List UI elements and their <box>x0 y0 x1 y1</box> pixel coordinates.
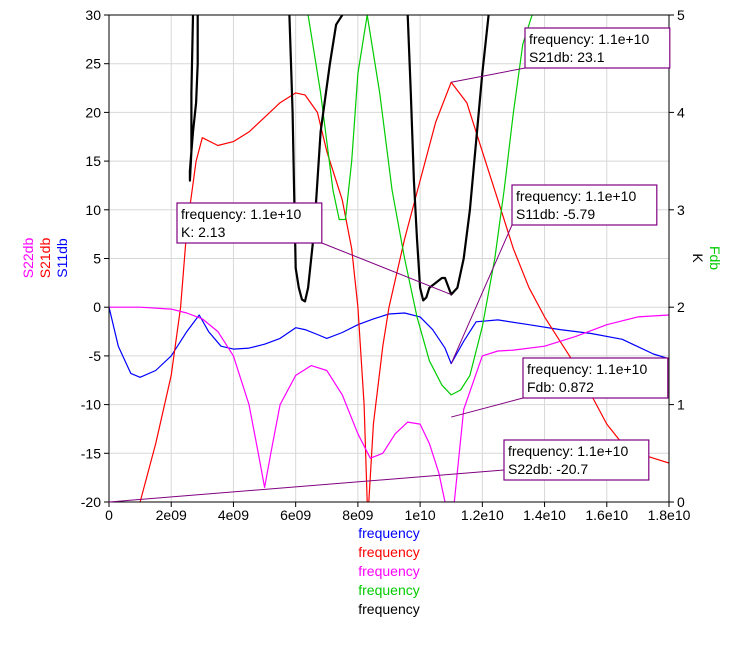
series-line-k <box>406 15 490 302</box>
x-tick-label: 1.8e10 <box>648 507 691 523</box>
marker-text: K: 2.13 <box>181 224 226 240</box>
y-right-axis-label: K <box>690 253 706 263</box>
marker-text: frequency: 1.1e+10 <box>529 31 649 47</box>
y-left-axis-label: S22db <box>20 238 36 279</box>
y-left-tick-label: 25 <box>85 56 101 72</box>
y-right-axis-label: Fdb <box>707 246 723 270</box>
series-line-s22db <box>109 306 669 502</box>
x-tick-label: 1.6e10 <box>585 507 628 523</box>
y-left-tick-label: 0 <box>93 299 101 315</box>
x-tick-label: 8e09 <box>342 507 373 523</box>
y-right-tick-label: 0 <box>677 494 685 510</box>
y-left-tick-label: -15 <box>81 445 101 461</box>
marker-text: S21db: 23.1 <box>529 49 605 65</box>
y-left-tick-label: 20 <box>85 104 101 120</box>
y-left-tick-label: -5 <box>89 348 102 364</box>
x-axis-label: frequency <box>358 544 419 560</box>
x-tick-label: 0 <box>105 507 113 523</box>
marker-text: S11db: -5.79 <box>516 206 595 222</box>
marker-box <box>524 27 671 69</box>
series-line-s21db <box>139 81 669 502</box>
series-line-k <box>288 15 344 303</box>
y-left-axis-label: S11db <box>54 238 70 278</box>
axis-ticks: 0 2e09 4e09 6e09 8e09 1e10 1.2e10 1.4e10 1.6e10 1… <box>81 7 691 523</box>
y-right-tick-label: 2 <box>677 299 685 315</box>
marker-box <box>176 202 323 244</box>
marker-leader-line <box>451 397 524 418</box>
axis-titles: S22db S21db S11db K Fdb frequency frequency fre… <box>20 238 723 617</box>
x-axis-label: frequency <box>358 525 419 541</box>
y-right-tick-label: 3 <box>677 202 685 218</box>
x-tick-label: 1.2e10 <box>461 507 504 523</box>
marker-text: frequency: 1.1e+10 <box>516 188 636 204</box>
y-left-axis-label: S21db <box>37 238 53 279</box>
marker-leader-line <box>451 67 526 83</box>
marker-text: S22db: -20.7 <box>508 461 588 477</box>
x-axis-label: frequency <box>358 582 419 598</box>
series-line-fdb <box>307 15 533 396</box>
x-tick-label: 2e09 <box>156 507 187 523</box>
marker-text: frequency: 1.1e+10 <box>527 361 647 377</box>
x-tick-label: 1e10 <box>405 507 436 523</box>
grid <box>108 14 670 503</box>
y-left-tick-label: 15 <box>85 153 101 169</box>
marker-text: frequency: 1.1e+10 <box>181 206 301 222</box>
marker-text: frequency: 1.1e+10 <box>508 443 628 459</box>
y-right-tick-label: 1 <box>677 397 685 413</box>
marker-leader-line <box>321 242 452 296</box>
y-left-tick-label: 5 <box>93 251 101 267</box>
marker-text: Fdb: 0.872 <box>527 379 594 395</box>
y-right-tick-label: 4 <box>677 104 685 120</box>
y-left-tick-label: 10 <box>85 202 101 218</box>
x-tick-label: 1.4e10 <box>523 507 566 523</box>
series-line-k <box>188 15 199 182</box>
x-tick-label: 6e09 <box>280 507 311 523</box>
marker-box <box>503 439 650 481</box>
marker-leader-line <box>108 469 505 503</box>
series-line-s11db <box>109 307 669 378</box>
y-right-tick-label: 5 <box>677 7 685 23</box>
marker-annotations: frequency: 1.1e+10 S21db: 23.1 frequency: … <box>108 27 671 503</box>
marker-box <box>522 357 669 399</box>
marker-leader-line <box>450 224 513 364</box>
x-axis-label: frequency <box>358 601 419 617</box>
marker-box <box>511 184 658 226</box>
x-tick-label: 4e09 <box>218 507 249 523</box>
y-left-tick-label: -10 <box>81 397 101 413</box>
x-axis-label: frequency <box>358 563 419 579</box>
y-left-tick-label: -20 <box>81 494 101 510</box>
y-left-tick-label: 30 <box>85 7 101 23</box>
series-layer <box>109 15 669 502</box>
